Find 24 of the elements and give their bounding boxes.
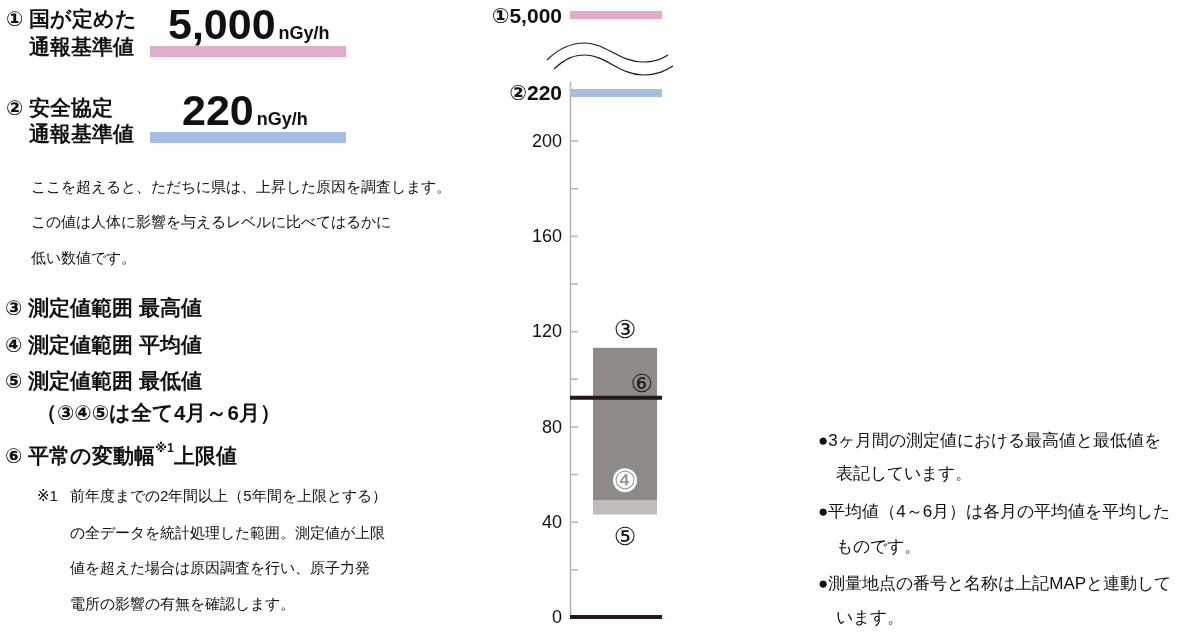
text: （③④⑤は全て4月～6月） [36, 400, 281, 424]
y-tick-label: 80 [541, 416, 562, 437]
text: ④ 測定値範囲 平均値 [5, 332, 202, 356]
annotation: ③ [613, 314, 637, 343]
text: ① 国が定めた通報基準値 [6, 6, 138, 58]
text: 前年度までの2年間以上（5年間を上限とする）の全データを統計処理した範囲。測定値が上限値を超えた場合は原因調査を行い、原子力発電所の影響の有無を確認します。 [70, 486, 387, 612]
annotation: ⑤ [613, 521, 637, 550]
y-tick-label: 120 [531, 321, 562, 342]
text: ●平均値（4～6月）は各月の平均値を平均したものです。 [818, 501, 1171, 556]
y-tick-label: ②220 [509, 81, 562, 105]
text: ここを超えると、ただちに県は、上昇した原因を調査します。この値は人体に影響を与えるレベルに比べてはるかに低い数値です。 [31, 179, 451, 266]
y-tick-label: 200 [531, 130, 562, 151]
y-tick-label: 0 [551, 607, 562, 628]
text: ●3ヶ月間の測定値における最高値と最低値を表記しています。 [818, 430, 1161, 483]
text: ⑤ 測定値範囲 最低値 [5, 368, 202, 392]
text: ⑥ 平常の変動幅$^{※1}$上限値 [5, 441, 237, 467]
text: ●測量地点の番号と名称は上記MAPと連動しています。 [818, 573, 1172, 627]
y-tick-label: 160 [531, 226, 562, 247]
y-tick-label: 40 [541, 511, 562, 532]
ref-line-label: ⑥ [630, 368, 653, 397]
text: ③ 測定値範囲 最高値 [5, 295, 202, 319]
text: ② 安全協定通報基準値 [6, 95, 134, 145]
text: ①5,000 [491, 3, 562, 27]
text: ※1 [37, 486, 58, 504]
